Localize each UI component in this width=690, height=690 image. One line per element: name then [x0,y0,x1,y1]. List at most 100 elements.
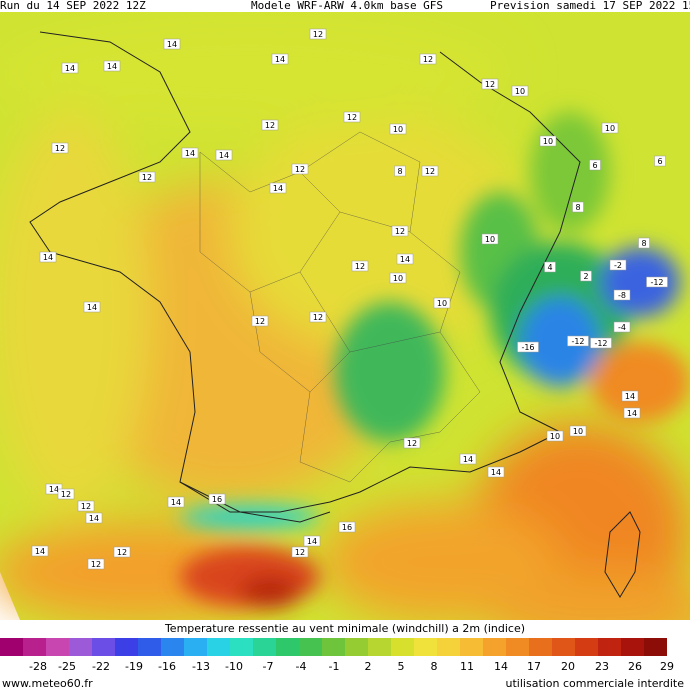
temp-value-label: -12 [567,335,589,347]
svg-text:14: 14 [49,485,59,494]
colorbar-tick-label: -4 [295,660,307,673]
svg-text:12: 12 [425,167,435,176]
svg-text:10: 10 [515,87,525,96]
svg-text:14: 14 [273,184,283,193]
svg-text:12: 12 [91,560,101,569]
colorbar-swatch [322,638,345,656]
temp-value-label: 14 [215,149,233,161]
colorbar-tick-label: 17 [527,660,541,673]
temp-value-label: 12 [87,558,105,570]
temp-value-label: 12 [291,546,309,558]
temp-value-label: 10 [546,430,564,442]
footer: www.meteo60.fr utilisation commerciale i… [0,677,690,690]
svg-text:10: 10 [573,427,583,436]
header-bar: Run du 14 SEP 2022 12Z Modele WRF-ARW 4.… [0,0,690,12]
temp-value-label: 6 [589,159,601,171]
temp-value-label: 10 [539,135,557,147]
colorbar-swatch [368,638,391,656]
colorbar-swatch [184,638,207,656]
temp-value-label: 12 [309,311,327,323]
temp-value-label: 6 [654,155,666,167]
temp-value-label: 12 [309,28,327,40]
temp-value-label: 10 [433,297,451,309]
svg-text:12: 12 [313,313,323,322]
svg-text:12: 12 [423,55,433,64]
svg-text:14: 14 [107,62,117,71]
colorbar-tick-label: 5 [397,660,405,673]
temp-value-label: 10 [481,233,499,245]
svg-text:12: 12 [81,502,91,511]
po-plain-warm [590,342,690,422]
temp-value-label: 10 [389,272,407,284]
temp-value-label: 14 [459,453,477,465]
colorbar-tick-label: 23 [595,660,609,673]
colorbar-swatch [667,638,690,656]
colorbar-swatch [115,638,138,656]
colorbar-tick-label: -25 [58,660,76,673]
svg-text:12: 12 [347,113,357,122]
map-canvas: 14 14141214121212101214121212141214141412… [0,12,690,620]
massif-central [335,302,445,442]
svg-text:14: 14 [35,547,45,556]
temp-value-label: 8 [394,165,406,177]
temp-value-label: -12 [590,337,612,349]
temp-value-label: 12 [391,225,409,237]
svg-text:-2: -2 [614,261,622,270]
temp-value-label: 12 [351,260,369,272]
colorbar-swatch [437,638,460,656]
usage-notice: utilisation commerciale interdite [505,677,684,690]
temp-value-label: 10 [389,123,407,135]
temp-value-label: 10 [601,122,619,134]
colorbar-tick-label: -22 [92,660,110,673]
svg-text:12: 12 [255,317,265,326]
corsica-sea [480,572,690,620]
temp-value-label: 14 [396,253,414,265]
svg-text:10: 10 [393,274,403,283]
temp-value-label: 14 [163,38,181,50]
colorbar-swatch [230,638,253,656]
colorbar-tick-label: 2 [364,660,372,673]
france-coastline [29,31,561,513]
temp-value-label: 10 [569,425,587,437]
svg-text:10: 10 [550,432,560,441]
svg-text:12: 12 [295,548,305,557]
svg-text:4: 4 [547,263,552,272]
svg-text:12: 12 [485,80,495,89]
colorbar-tick-label: -1 [328,660,340,673]
svg-text:14: 14 [307,537,317,546]
colorbar-ticks: -28 -25 -22 -19 -16 -13 -10 -7 -4 -1 2 5 8 11 14 17 20 23… [0,660,690,674]
temp-value-label: 12 [419,53,437,65]
temp-value-label: 14 [103,60,121,72]
temp-value-label: 14 [167,496,185,508]
svg-text:12: 12 [55,144,65,153]
colorbar-swatch [529,638,552,656]
temp-value-label: 14 [39,251,57,263]
temp-value-label: -4 [613,321,631,333]
colorbar-swatch [460,638,483,656]
svg-text:-12: -12 [571,337,584,346]
svg-text:8: 8 [641,239,646,248]
colorbar-swatch [506,638,529,656]
site-link[interactable]: www.meteo60.fr [2,677,93,690]
svg-text:12: 12 [142,173,152,182]
temp-value-label: -12 [646,276,668,288]
temp-value-label: 12 [77,500,95,512]
temp-value-label: 12 [421,165,439,177]
svg-text:14: 14 [43,253,53,262]
temp-value-label: 4 [544,261,556,273]
temp-value-label: -2 [609,259,627,271]
svg-text:-8: -8 [618,291,626,300]
dept-borders [199,131,481,483]
colorbar-tick-label: 8 [430,660,438,673]
svg-text:14: 14 [185,149,195,158]
svg-text:14: 14 [491,468,501,477]
temp-value-label: 14 [181,147,199,159]
temp-value-label: 14 [487,466,505,478]
svg-text:14: 14 [627,409,637,418]
svg-text:14: 14 [89,514,99,523]
model-label: Modele WRF-ARW 4.0km base GFS [251,0,444,12]
svg-text:14: 14 [625,392,635,401]
colorbar-swatch [483,638,506,656]
france-east-border [439,51,581,433]
svg-text:12: 12 [117,548,127,557]
